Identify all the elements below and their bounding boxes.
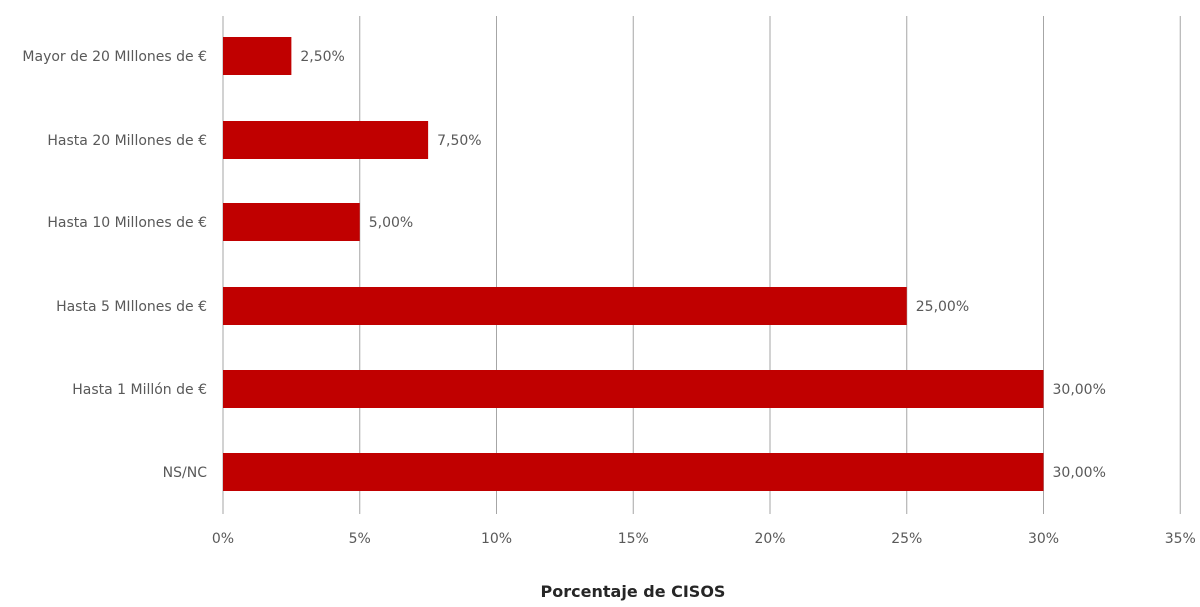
x-tick-label: 15%: [618, 531, 649, 547]
x-axis-title: Porcentaje de CISOS: [541, 582, 726, 601]
category-label: Mayor de 20 MIllones de €: [22, 49, 207, 65]
data-label: 25,00%: [916, 299, 969, 315]
x-tick-label: 25%: [891, 531, 922, 547]
x-tick-label: 5%: [349, 531, 371, 547]
data-label: 5,00%: [369, 215, 413, 231]
x-tick-label: 10%: [481, 531, 512, 547]
gridlines: [222, 16, 1181, 514]
data-label: 30,00%: [1053, 465, 1106, 481]
data-label: 2,50%: [300, 49, 344, 65]
bars: [223, 37, 1044, 491]
x-tick-label: 0%: [212, 531, 234, 547]
data-label: 7,50%: [437, 133, 481, 149]
category-label: NS/NC: [163, 465, 208, 481]
category-label: Hasta 1 Millón de €: [72, 382, 207, 398]
data-label: 30,00%: [1053, 382, 1106, 398]
category-labels: Mayor de 20 MIllones de € Hasta 20 Millon…: [22, 49, 207, 481]
bar: [223, 203, 360, 241]
bar: [223, 287, 907, 325]
x-tick-labels: 0% 5% 10% 15% 20% 25% 30% 35%: [212, 531, 1196, 547]
category-label: Hasta 10 Millones de €: [47, 215, 207, 231]
bar: [223, 37, 292, 75]
x-tick-label: 20%: [754, 531, 785, 547]
bar: [223, 370, 1044, 408]
bar: [223, 453, 1044, 491]
x-tick-label: 30%: [1028, 531, 1059, 547]
data-labels: 2,50% 7,50% 5,00% 25,00% 30,00% 30,00%: [300, 49, 1106, 481]
bar: [223, 121, 429, 159]
category-label: Hasta 20 Millones de €: [47, 133, 207, 149]
category-label: Hasta 5 MIllones de €: [56, 299, 207, 315]
x-tick-label: 35%: [1165, 531, 1196, 547]
